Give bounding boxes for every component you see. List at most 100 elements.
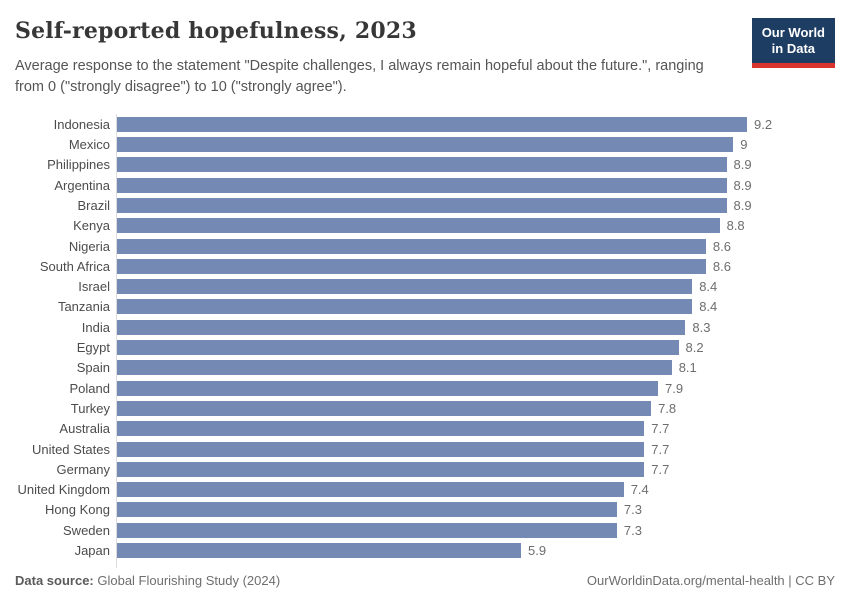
- country-label: Germany: [56, 461, 110, 477]
- value-label: 8.9: [733, 197, 752, 213]
- country-label: Egypt: [76, 340, 110, 356]
- bar[interactable]: [117, 380, 658, 396]
- owid-logo: Our World in Data: [751, 18, 835, 68]
- bar[interactable]: [117, 218, 720, 234]
- bar[interactable]: [117, 400, 652, 416]
- bar[interactable]: [117, 360, 672, 376]
- value-label: 8.4: [699, 299, 718, 315]
- bar-track: 8.2: [117, 340, 835, 356]
- bar[interactable]: [117, 502, 617, 518]
- bar-track: 7.9: [117, 380, 835, 396]
- bar[interactable]: [117, 441, 645, 457]
- value-label: 8.6: [712, 258, 731, 274]
- country-label: Brazil: [77, 197, 110, 213]
- bar[interactable]: [117, 543, 521, 559]
- bar-row: Indonesia 9.2: [15, 114, 835, 134]
- country-label: Australia: [59, 421, 110, 437]
- value-label: 8.4: [699, 279, 718, 295]
- bar-track: 8.9: [117, 197, 835, 213]
- credit-link: OurWorldinData.org/mental-health | CC BY: [586, 573, 835, 588]
- bar-row: Poland 7.9: [15, 378, 835, 398]
- bar[interactable]: [117, 157, 727, 173]
- value-label: 9.2: [754, 116, 773, 132]
- value-label: 8.9: [733, 177, 752, 193]
- bar-row: Mexico 9: [15, 134, 835, 154]
- value-label: 8.8: [726, 218, 745, 234]
- bar[interactable]: [117, 258, 706, 274]
- bar-row: Nigeria 8.6: [15, 236, 835, 256]
- bar[interactable]: [117, 137, 734, 153]
- bar-track: 7.8: [117, 400, 835, 416]
- bar-track: 7.3: [117, 522, 835, 538]
- page-title: Self-reported hopefulness, 2023: [15, 18, 417, 44]
- y-axis-line: [116, 114, 117, 568]
- data-source-value: Global Flourishing Study (2024): [93, 573, 281, 588]
- bar-row: India 8.3: [15, 317, 835, 337]
- bar-row: Hong Kong 7.3: [15, 500, 835, 520]
- bar-track: 7.7: [117, 441, 835, 457]
- country-label: Poland: [69, 380, 110, 396]
- bar-track: 8.9: [117, 157, 835, 173]
- country-label: Argentina: [54, 177, 110, 193]
- bar[interactable]: [117, 522, 617, 538]
- value-label: 7.3: [623, 522, 642, 538]
- bar[interactable]: [117, 461, 645, 477]
- country-label: United Kingdom: [17, 482, 111, 498]
- chart-subtitle: Average response to the statement "Despi…: [15, 58, 704, 95]
- bar-track: 7.7: [117, 421, 835, 437]
- value-label: 8.3: [692, 319, 711, 335]
- bar-chart: Indonesia 9.2 Mexico 9 Philippines 8.9 Argenti…: [15, 114, 835, 568]
- country-label: Spain: [76, 360, 110, 376]
- bar-track: 8.4: [117, 299, 835, 315]
- bar-row: Argentina 8.9: [15, 175, 835, 195]
- bar-row: Brazil 8.9: [15, 195, 835, 215]
- country-label: Sweden: [63, 522, 110, 538]
- data-source-label: Data source:: [15, 573, 94, 588]
- bar-row: South Africa 8.6: [15, 256, 835, 276]
- value-label: 7.7: [651, 421, 670, 437]
- value-label: 7.4: [630, 482, 649, 498]
- country-label: Indonesia: [53, 116, 110, 132]
- bar-track: 5.9: [117, 543, 835, 559]
- value-label: 5.9: [528, 543, 547, 559]
- bar-row: Sweden 7.3: [15, 520, 835, 540]
- value-label: 7.3: [623, 502, 642, 518]
- country-label: Nigeria: [68, 238, 110, 254]
- country-label: Philippines: [47, 157, 110, 173]
- bar[interactable]: [117, 340, 679, 356]
- bar[interactable]: [117, 319, 686, 335]
- bar-row: Philippines 8.9: [15, 155, 835, 175]
- bar-track: 9: [117, 137, 835, 153]
- bar[interactable]: [117, 197, 727, 213]
- country-label: South Africa: [39, 258, 110, 274]
- bar-rows: Indonesia 9.2 Mexico 9 Philippines 8.9 Argenti…: [15, 114, 835, 561]
- bar-track: 7.3: [117, 502, 835, 518]
- bar-track: 8.3: [117, 319, 835, 335]
- value-label: 9: [740, 137, 748, 153]
- bar[interactable]: [117, 482, 624, 498]
- owid-logo-line1: Our World: [761, 25, 825, 40]
- bar-track: 7.4: [117, 482, 835, 498]
- bar[interactable]: [117, 116, 747, 132]
- value-label: 7.7: [651, 461, 670, 477]
- bar-track: 8.6: [117, 258, 835, 274]
- country-label: Tanzania: [57, 299, 110, 315]
- title-block: Self-reported hopefulness, 2023 Average …: [15, 16, 735, 97]
- bar-row: Tanzania 8.4: [15, 297, 835, 317]
- bar[interactable]: [117, 238, 706, 254]
- bar-row: United Kingdom 7.4: [15, 480, 835, 500]
- value-label: 8.1: [678, 360, 697, 376]
- bar[interactable]: [117, 421, 645, 437]
- value-label: 8.9: [733, 157, 752, 173]
- bar-row: Kenya 8.8: [15, 216, 835, 236]
- data-source: Data source: Global Flourishing Study (2…: [15, 573, 280, 588]
- bar-track: 8.8: [117, 218, 835, 234]
- bar-track: 8.6: [117, 238, 835, 254]
- bar-row: Germany 7.7: [15, 459, 835, 479]
- bar[interactable]: [117, 299, 693, 315]
- bar[interactable]: [117, 279, 693, 295]
- country-label: India: [81, 319, 110, 335]
- bar[interactable]: [117, 177, 727, 193]
- value-label: 7.8: [658, 400, 677, 416]
